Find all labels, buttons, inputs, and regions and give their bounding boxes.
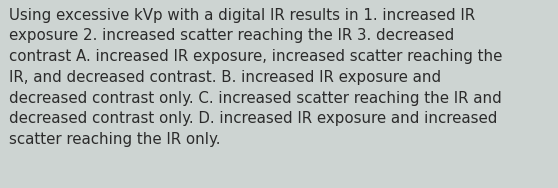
Text: Using excessive kVp with a digital IR results in 1. increased IR
exposure 2. inc: Using excessive kVp with a digital IR re… — [9, 8, 502, 147]
